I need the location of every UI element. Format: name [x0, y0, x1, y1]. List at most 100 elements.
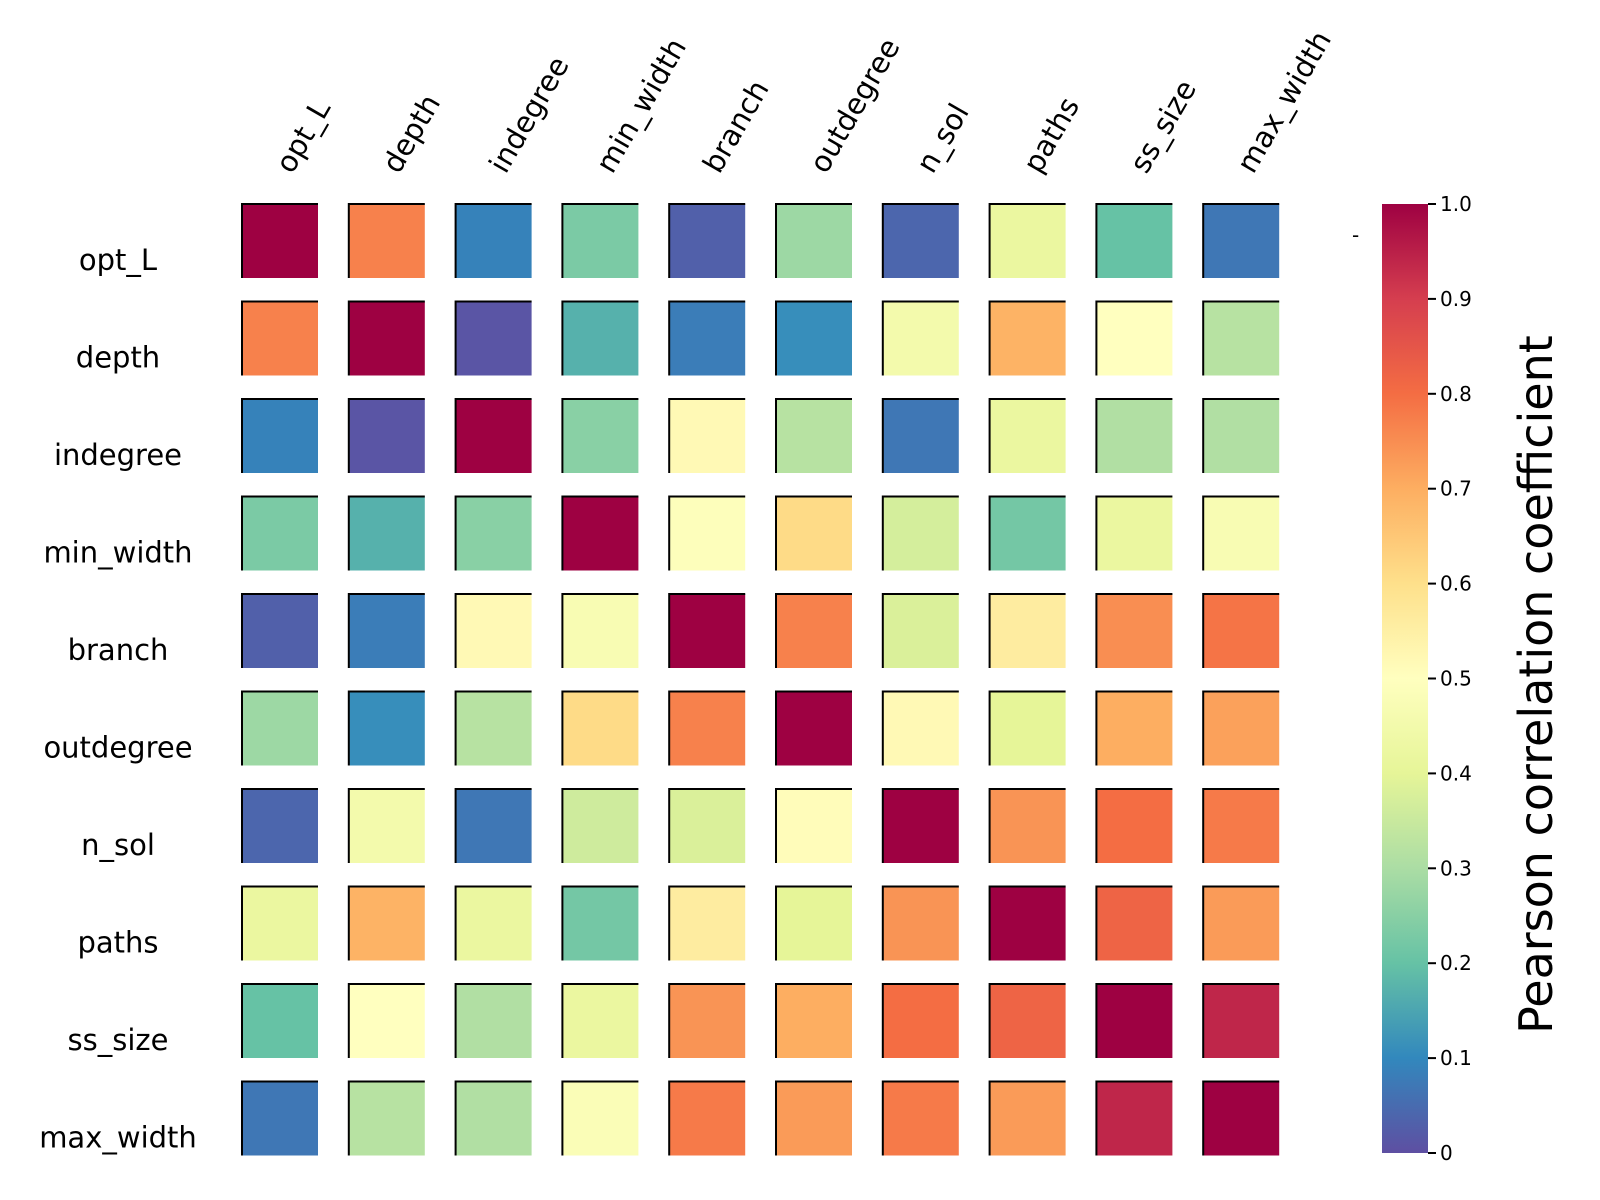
heatmap-cell-edge	[1095, 495, 1173, 571]
heatmap-cell	[776, 594, 852, 668]
heatmap-cell-edge	[454, 495, 532, 571]
heatmap-cell	[242, 594, 318, 668]
heatmap-cell-edge	[241, 983, 318, 1058]
heatmap-cell	[989, 594, 1066, 668]
heatmap-cell-edge	[454, 398, 532, 473]
heatmap-cell-edge	[1202, 1080, 1280, 1156]
heatmap-cell	[882, 399, 959, 473]
heatmap-cell	[1096, 886, 1173, 961]
heatmap-cell-edge	[1095, 885, 1173, 961]
heatmap-cell-edge	[1095, 300, 1173, 376]
heatmap-cell	[242, 984, 318, 1058]
heatmap-cell-edge	[454, 1080, 532, 1156]
heatmap-cell	[669, 984, 746, 1058]
heatmap-cell	[669, 691, 746, 766]
heatmap-cell-edge	[775, 1080, 852, 1156]
column-labels: opt_L depth indegree min_width branch outdegr…	[269, 25, 1338, 179]
heatmap-cell-edge	[454, 788, 532, 863]
row-label: paths	[77, 926, 158, 960]
row-label: depth	[76, 341, 160, 375]
heatmap-cell	[455, 984, 532, 1058]
heatmap-cell	[1096, 984, 1173, 1058]
column-label: paths	[1016, 91, 1086, 178]
heatmap-cell	[1096, 301, 1173, 376]
heatmap-cell-edge	[1095, 593, 1173, 668]
colorbar-tick-label: 0.6	[1440, 572, 1472, 596]
colorbar-tick-label: 1.0	[1440, 192, 1472, 216]
heatmap-cell-edge	[347, 788, 425, 863]
heatmap-cell	[1096, 204, 1173, 278]
heatmap-cell	[455, 204, 532, 278]
heatmap-cell-edge	[1202, 885, 1280, 961]
heatmap-cell	[348, 691, 425, 766]
row-label: ss_size	[68, 1023, 169, 1057]
heatmap-cell-edge	[1202, 593, 1280, 668]
heatmap-cell	[242, 886, 318, 961]
heatmap-cell-edge	[1095, 983, 1173, 1058]
colorbar-gradient	[1382, 204, 1428, 1153]
heatmap-cell-edge	[988, 495, 1066, 571]
colorbar-tick-label: 0.3	[1440, 856, 1472, 880]
heatmap-cell-edge	[241, 788, 318, 863]
heatmap-cell-edge	[668, 983, 746, 1058]
heatmap-cell-edge	[668, 690, 746, 766]
heatmap-cell	[1096, 399, 1173, 473]
heatmap-cell	[882, 984, 959, 1058]
heatmap-cell	[348, 886, 425, 961]
heatmap-cell-edge	[1202, 300, 1280, 376]
heatmap-cell-edge	[668, 885, 746, 961]
heatmap-cell	[1096, 1081, 1173, 1156]
heatmap-cell	[669, 1081, 746, 1156]
heatmap-cell-edge	[347, 593, 425, 668]
heatmap-cell-edge	[881, 885, 959, 961]
heatmap-cell	[669, 789, 746, 863]
heatmap-cell	[989, 496, 1066, 571]
row-label: n_sol	[81, 828, 155, 862]
heatmap-cell	[989, 301, 1066, 376]
heatmap-cell	[242, 496, 318, 571]
heatmap-cell-edge	[775, 203, 852, 278]
heatmap-cell	[562, 789, 639, 863]
heatmap-cell-edge	[988, 1080, 1066, 1156]
heatmap-cell-edge	[775, 885, 852, 961]
colorbar-tick-label: 0	[1440, 1141, 1453, 1165]
row-label: branch	[68, 633, 169, 667]
heatmap-cell	[776, 984, 852, 1058]
heatmap-cell	[1203, 496, 1280, 571]
heatmap-cell	[242, 789, 318, 863]
heatmap-cell-edge	[1202, 983, 1280, 1058]
heatmap-cell	[348, 204, 425, 278]
heatmap-cell	[1096, 594, 1173, 668]
colorbar-tick-label: 0.5	[1440, 667, 1472, 691]
heatmap-cell-edge	[454, 983, 532, 1058]
heatmap-cell	[989, 399, 1066, 473]
heatmap-cell-edge	[454, 300, 532, 376]
heatmap-cell-edge	[775, 398, 852, 473]
heatmap-cell-edge	[561, 1080, 639, 1156]
heatmap-cell-edge	[561, 203, 639, 278]
heatmap-cell	[562, 1081, 639, 1156]
column-label: opt_L	[269, 94, 338, 179]
heatmap-cell	[455, 886, 532, 961]
heatmap-cell-edge	[881, 300, 959, 376]
heatmap-cell	[882, 594, 959, 668]
heatmap-cell-edge	[454, 203, 532, 278]
heatmap-cell-edge	[347, 203, 425, 278]
heatmap-cell-edge	[881, 593, 959, 668]
heatmap-cell-edge	[775, 690, 852, 766]
heatmap-cell-edge	[1202, 495, 1280, 571]
heatmap-cell-edge	[561, 495, 639, 571]
heatmap-cell	[776, 399, 852, 473]
heatmap-cell-edge	[668, 1080, 746, 1156]
heatmap-cell-edge	[347, 495, 425, 571]
heatmap-cell-edge	[1202, 690, 1280, 766]
heatmap-cell	[1096, 691, 1173, 766]
heatmap-cell	[1203, 399, 1280, 473]
heatmap-cell-edge	[347, 983, 425, 1058]
colorbar-tick-label: 0.9	[1440, 287, 1472, 311]
heatmap-cell-edge	[988, 690, 1066, 766]
heatmap-cell	[669, 399, 746, 473]
heatmap-cell	[1203, 1081, 1280, 1156]
heatmap-cell-edge	[881, 983, 959, 1058]
